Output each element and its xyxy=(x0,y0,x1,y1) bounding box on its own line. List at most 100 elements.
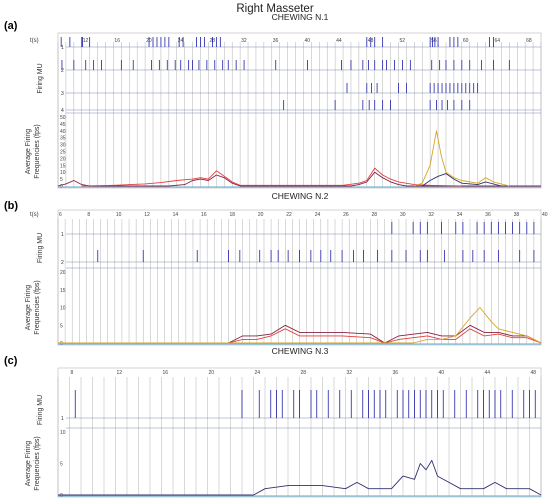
frequency-tick-label: 30 xyxy=(60,143,66,149)
panel-label: (a) xyxy=(4,20,18,32)
time-tick-label: 32 xyxy=(347,370,353,376)
time-axis-label: t(s) xyxy=(30,38,39,44)
time-tick-label: 44 xyxy=(336,38,342,44)
channel-row-1: 1 xyxy=(60,37,541,51)
chart-panel-1: CHEWING N.1(a)t(s)1216202428323640444852… xyxy=(4,12,542,190)
channel-label: 2 xyxy=(61,260,64,266)
frequency-tick-label: 35 xyxy=(60,136,66,142)
frequency-series-line-3 xyxy=(58,307,542,344)
frequency-tick-label: 10 xyxy=(60,430,66,436)
frequency-tick-label: 50 xyxy=(60,115,66,121)
panel-title: CHEWING N.3 xyxy=(272,346,329,356)
frequency-series-line-2 xyxy=(58,328,542,344)
time-ticks: 121620242832364044485256606468 xyxy=(83,38,532,44)
channel-label: 3 xyxy=(61,91,64,97)
time-ticks: 6 8 10 12 14 16 18 20 22 24 26 28 30 32 34 36 38 40 xyxy=(59,212,548,218)
channel-row-1: 1 xyxy=(61,222,541,238)
time-tick-label: 16 xyxy=(163,370,169,376)
channel-row-1: 1 xyxy=(61,390,541,422)
channel-label: 4 xyxy=(61,108,64,114)
time-tick-label: 14 xyxy=(173,212,179,218)
time-tick-label: 6 xyxy=(59,212,62,218)
time-tick-label: 40 xyxy=(439,370,445,376)
time-tick-label: 32 xyxy=(428,212,434,218)
grid-lines xyxy=(57,42,542,188)
time-tick-label: 24 xyxy=(315,212,321,218)
frequency-axis-label-line: Average Firing xyxy=(25,129,32,175)
frequency-tick-label: 10 xyxy=(60,306,66,312)
frequency-axis-label: Average Firing Frequencies (fps) xyxy=(25,280,41,334)
frequency-series-line-3 xyxy=(414,130,510,187)
frequency-axis: 05101520253035404550 xyxy=(60,112,541,190)
time-tick-label: 20 xyxy=(258,212,264,218)
time-tick-label: 16 xyxy=(201,212,207,218)
channel-row-2: 2 xyxy=(61,60,541,74)
time-tick-label: 48 xyxy=(531,370,537,376)
frequency-tick-label: 40 xyxy=(60,129,66,135)
frequency-tick-label: 15 xyxy=(60,163,66,169)
time-tick-label: 28 xyxy=(301,370,307,376)
time-tick-label: 8 xyxy=(71,370,74,376)
time-tick-label: 36 xyxy=(393,370,399,376)
time-tick-label: 34 xyxy=(457,212,463,218)
time-tick-label: 40 xyxy=(304,38,310,44)
frequency-tick-label: 25 xyxy=(60,150,66,156)
time-tick-label: 24 xyxy=(255,370,261,376)
time-tick-label: 12 xyxy=(83,38,89,44)
frequency-tick-label: 10 xyxy=(60,170,66,176)
time-tick-label: 44 xyxy=(485,370,491,376)
time-axis-label: t(s) xyxy=(30,212,39,218)
chart-panel-3: CHEWING N.3 (c) 8 12 16 20 24 28 32 36 40 44 48 Firin… xyxy=(4,346,542,499)
channel-row-3: 3 xyxy=(61,83,541,97)
frequency-tick-label: 20 xyxy=(60,270,66,276)
grid-lines xyxy=(57,377,542,497)
firing-mu-label: Firing MU xyxy=(37,233,44,263)
time-tick-label: 60 xyxy=(463,38,469,44)
frequency-axis-label-line: Frequencies (fps) xyxy=(34,436,41,490)
chart-panel-2: CHEWING N.2(b)t(s) 6 8 10 12 14 16 18 20 22 24 26 28… xyxy=(4,191,548,347)
firing-mu-label: Firing MU xyxy=(37,395,44,425)
frequency-axis-label-line: Frequencies (fps) xyxy=(34,124,41,178)
frequency-tick-label: 20 xyxy=(60,156,66,162)
time-tick-label: 56 xyxy=(431,38,437,44)
channel-label: 1 xyxy=(61,232,64,238)
time-tick-label: 36 xyxy=(273,38,279,44)
frequency-series-line-1 xyxy=(58,324,542,344)
channel-label: 1 xyxy=(61,416,64,422)
time-tick-label: 28 xyxy=(372,212,378,218)
panel-label: (c) xyxy=(4,355,18,367)
time-tick-label: 68 xyxy=(526,38,532,44)
chart-panels: CHEWING N.1(a)t(s)1216202428323640444852… xyxy=(4,12,548,499)
time-tick-label: 26 xyxy=(343,212,349,218)
frequency-series-line-2 xyxy=(81,167,462,187)
channel-row-2: 2 xyxy=(61,250,541,266)
time-tick-label: 24 xyxy=(178,38,184,44)
frequency-axis-label: Average Firing Frequencies (fps) xyxy=(25,124,41,178)
time-tick-label: 8 xyxy=(87,212,90,218)
time-ticks: 8 12 16 20 24 28 32 36 40 44 48 xyxy=(71,370,537,376)
time-tick-label: 38 xyxy=(514,212,520,218)
frequency-tick-label: 45 xyxy=(60,122,66,128)
firing-mu-label: Firing MU xyxy=(37,63,44,93)
frequency-axis-label: Average Firing Frequencies (fps) xyxy=(25,436,41,490)
channel-label: 1 xyxy=(61,45,64,51)
figure-title: Right Masseter xyxy=(236,3,314,15)
time-tick-label: 36 xyxy=(485,212,491,218)
panel-title: CHEWING N.1 xyxy=(272,12,329,22)
panel-title: CHEWING N.2 xyxy=(272,191,329,201)
time-tick-label: 12 xyxy=(117,370,123,376)
grid-lines xyxy=(57,219,542,345)
channel-row-4: 4 xyxy=(61,100,541,114)
channel-label: 2 xyxy=(61,68,64,74)
time-tick-label: 10 xyxy=(116,212,122,218)
frequency-axis-label-line: Average Firing xyxy=(25,285,32,331)
frequency-tick-label: 5 xyxy=(60,462,63,468)
frequency-tick-label: 15 xyxy=(60,288,66,294)
frequency-series-line-4 xyxy=(421,173,502,187)
time-tick-label: 40 xyxy=(542,212,548,218)
frequency-series-line-1 xyxy=(58,459,542,496)
frequency-axis-label-line: Frequencies (fps) xyxy=(34,280,41,334)
time-tick-label: 18 xyxy=(229,212,235,218)
panel-label: (b) xyxy=(4,200,18,212)
time-tick-label: 64 xyxy=(494,38,500,44)
